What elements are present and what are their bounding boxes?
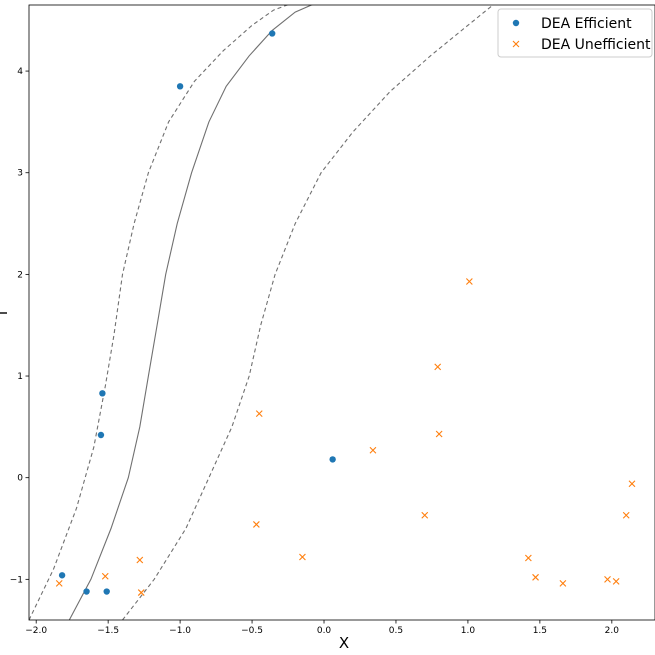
y-tick-label: −1 [10, 575, 23, 585]
efficient-point [329, 456, 336, 463]
x-marker-stroke [532, 573, 539, 581]
x-tick-label: −1.0 [169, 626, 191, 636]
unefficient-point [435, 430, 443, 438]
boundary-lines [29, 5, 494, 620]
y-tick-label: 1 [17, 372, 23, 382]
x-marker-stroke [137, 589, 145, 596]
x-tick-label: 0.0 [317, 626, 332, 636]
efficient-point [99, 390, 106, 397]
unefficient-point [101, 572, 109, 580]
unefficient-point [604, 575, 611, 583]
decision-boundary-line [68, 5, 313, 620]
unefficient-point [252, 521, 260, 528]
legend-marker-efficient [512, 19, 520, 27]
y-tick-label: 4 [17, 67, 23, 77]
x-marker-stroke [524, 554, 532, 562]
y-tick-label: 2 [17, 270, 23, 280]
efficient-point [97, 431, 105, 439]
unefficient-point [137, 589, 145, 596]
x-tick-label: 1.5 [533, 626, 547, 636]
x-marker-stroke [604, 575, 611, 583]
unefficient-point [255, 410, 263, 418]
unefficient-point [628, 480, 636, 488]
legend-marker-unefficient [512, 40, 520, 48]
unefficient-point [136, 556, 144, 564]
x-marker-stroke [465, 278, 473, 285]
x-marker-stroke [55, 580, 63, 587]
unefficient-point [421, 511, 429, 519]
margin-lower-line [122, 5, 494, 620]
x-tick-label: −2.0 [25, 626, 47, 636]
x-marker-stroke [612, 577, 620, 585]
x-tick-label: −1.5 [97, 626, 119, 636]
plot-frame [28, 4, 655, 621]
data-points [55, 30, 636, 596]
x-marker-stroke [559, 580, 567, 587]
x-marker-stroke [622, 511, 630, 519]
legend-label: DEA Unefficient [541, 37, 651, 53]
legend-label: DEA Efficient [541, 16, 632, 32]
x-marker-stroke [255, 410, 263, 418]
unefficient-point [612, 577, 620, 585]
x-marker-stroke [299, 553, 306, 561]
unefficient-point [524, 554, 532, 562]
x-marker-stroke [628, 480, 636, 488]
x-marker-stroke [136, 556, 144, 564]
unefficient-point [465, 278, 473, 285]
unefficient-point [559, 580, 567, 587]
axis-ticks: −2.0 −1.5 −1.0 −0.5 0.0 0.5 1.0 1.5 2.0 −1 0 1 2 3 4 [10, 67, 620, 636]
x-tick-label: 0.5 [389, 626, 403, 636]
x-tick-label: 2.0 [605, 626, 620, 636]
x-marker-stroke [435, 430, 443, 438]
efficient-point [269, 30, 276, 37]
x-axis-label: X [339, 634, 349, 652]
efficient-point [103, 588, 110, 595]
x-tick-label: 1.0 [461, 626, 476, 636]
x-marker-stroke [434, 363, 442, 371]
unefficient-point [55, 580, 63, 587]
plot-border [28, 4, 655, 621]
y-tick-label: 0 [17, 474, 23, 484]
unefficient-point [622, 511, 630, 519]
unefficient-point [369, 446, 377, 454]
unefficient-point [434, 363, 442, 371]
x-tick-label: −0.5 [241, 626, 263, 636]
x-marker-stroke [101, 572, 109, 580]
x-marker-stroke [369, 446, 377, 454]
x-marker-stroke [252, 521, 260, 528]
unefficient-point [299, 553, 306, 561]
legend-box [497, 8, 653, 58]
efficient-point [58, 572, 66, 579]
efficient-point [176, 83, 184, 90]
margin-upper-line [29, 5, 289, 620]
y-tick-label: 3 [17, 169, 23, 179]
efficient-point [83, 588, 90, 595]
unefficient-point [532, 573, 539, 581]
legend: DEA Efficient DEA Unefficient [497, 8, 653, 58]
x-marker-stroke [421, 511, 429, 519]
